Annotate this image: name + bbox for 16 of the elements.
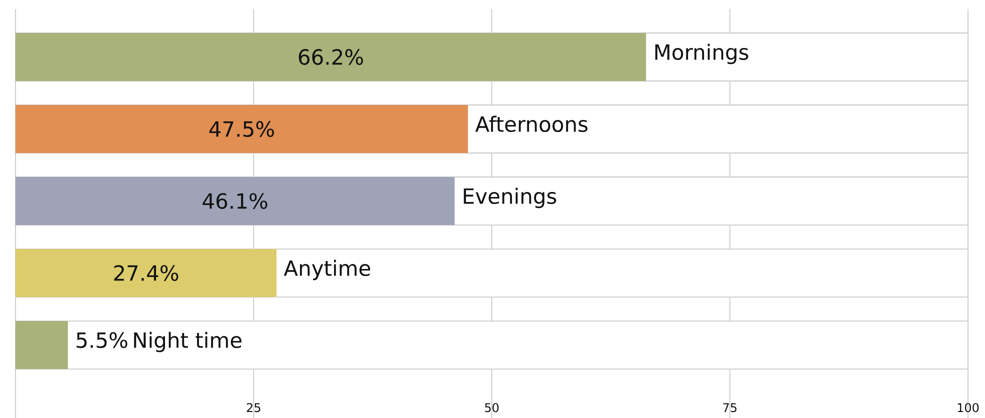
y-tick-label: Afternoons [475, 116, 588, 132]
y-tick-label: Night time [134, 332, 242, 352]
y-tick-label: Evenings [464, 188, 556, 208]
data-label: 66.2% [298, 49, 363, 65]
y-tick-label: Mornings [655, 44, 748, 64]
data-label: 47.5% [209, 121, 274, 137]
bar [16, 321, 68, 370]
data-label: 5.5% [76, 332, 128, 348]
bar [16, 249, 276, 298]
x-tick-label: 100 [958, 403, 979, 412]
x-tick-label: 50 [485, 403, 499, 412]
x-tick-label: 75 [723, 403, 736, 412]
data-label: 27.4% [114, 265, 178, 281]
y-tick-label: Anytime [284, 260, 370, 280]
x-tick-label: 25 [246, 403, 260, 412]
data-label: 46.1% [202, 193, 268, 209]
